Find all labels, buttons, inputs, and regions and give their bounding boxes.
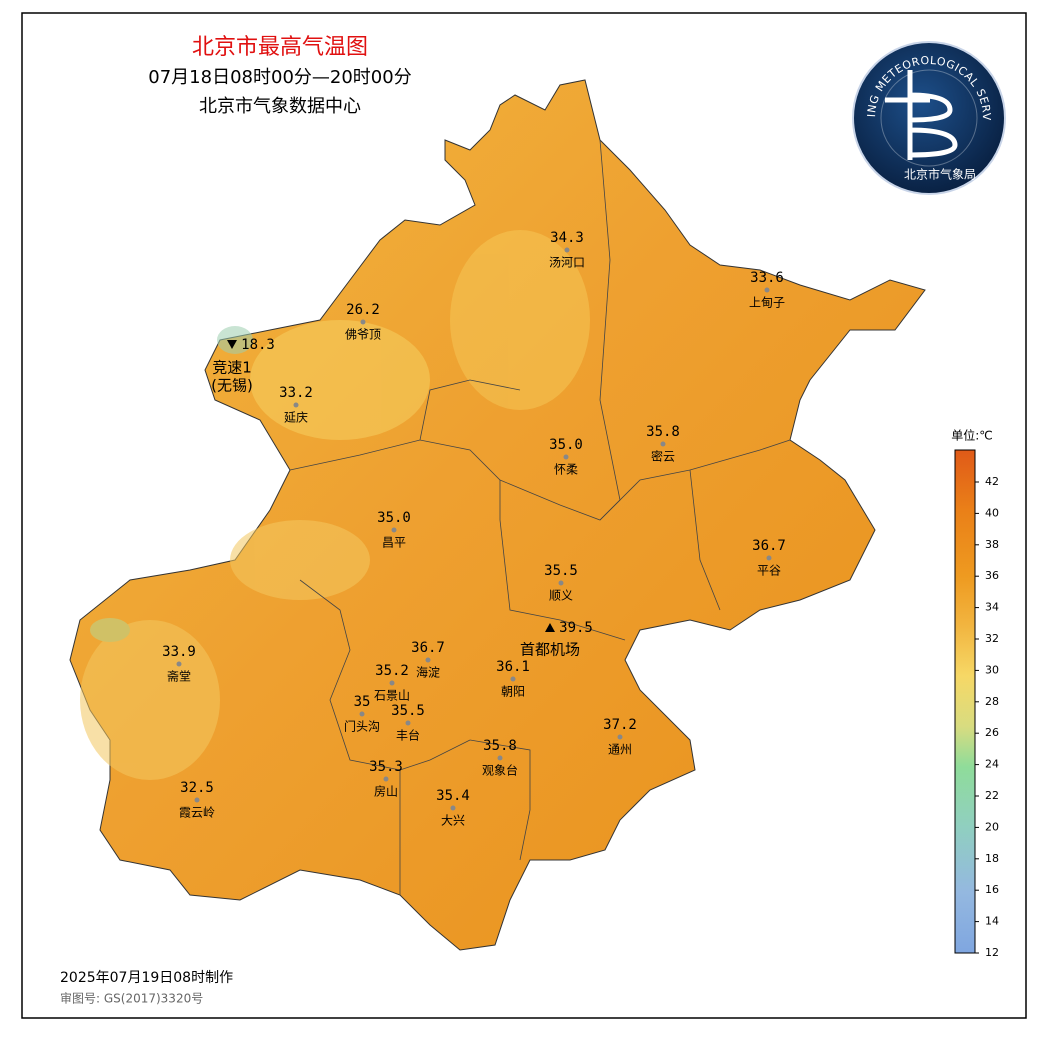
station-dot	[405, 720, 411, 726]
station-value: 36.1	[496, 659, 530, 675]
station-dot	[660, 441, 666, 447]
station-value: 35.4	[436, 788, 470, 804]
station-value: 33.9	[162, 644, 196, 660]
station-value: 36.7	[752, 538, 786, 554]
station-name: 密云	[651, 449, 675, 464]
color-bar	[954, 449, 976, 954]
legend-unit: 单位:℃	[951, 428, 993, 443]
station-value: 35.5	[544, 563, 578, 579]
station-dot	[766, 555, 772, 561]
station-marker	[227, 340, 237, 349]
station-value: 33.2	[279, 385, 313, 401]
temperature-shading	[80, 230, 590, 780]
station-name: 丰台	[396, 728, 420, 743]
region-shape	[69, 79, 926, 951]
station-dot	[293, 402, 299, 408]
station-name: 朝阳	[501, 685, 525, 699]
station-dot	[391, 527, 397, 533]
station-dot	[617, 734, 623, 740]
station-dot	[194, 797, 200, 803]
station-dot	[764, 287, 770, 293]
station-name: 房山	[374, 784, 398, 799]
legend-tick-label: 28	[985, 695, 999, 708]
station-value: 36.7	[411, 640, 445, 656]
station-value: 34.3	[550, 230, 584, 246]
station-name: 延庆	[284, 411, 308, 425]
legend-tick-label: 16	[985, 883, 999, 896]
station-dot	[425, 657, 431, 663]
station-dot	[389, 680, 395, 686]
station-name: 汤河口	[549, 256, 585, 270]
legend-tick-label: 22	[985, 789, 999, 802]
station-value: 18.3	[241, 337, 275, 353]
legend-tick-label: 40	[985, 506, 999, 519]
station-name: 通州	[608, 743, 632, 757]
logo-arc-path: BEIJING METEOROLOGICAL SERVICE	[0, 0, 992, 121]
legend-tick-label: 32	[985, 632, 999, 645]
district-borders	[289, 139, 791, 895]
station-dot	[563, 454, 569, 460]
station-dot	[176, 661, 182, 667]
station-value: 35	[354, 694, 371, 710]
legend-tick-label: 38	[985, 538, 999, 551]
station-value: 35.8	[483, 738, 517, 754]
footer-made: 2025年07月19日08时制作	[60, 970, 233, 986]
station-value: 39.5	[559, 620, 593, 636]
station-dot	[497, 755, 503, 761]
station-value: 35.0	[549, 437, 583, 453]
logo-name: 北京市气象局	[904, 167, 976, 182]
station-dot	[510, 676, 516, 682]
legend-tick-label: 18	[985, 852, 999, 865]
legend-tick-label: 26	[985, 726, 999, 739]
station-value: 35.8	[646, 424, 680, 440]
station-value: 26.2	[346, 302, 380, 318]
station-value: 35.3	[369, 759, 403, 775]
station-name: 海淀	[416, 665, 440, 680]
footer-approval: 审图号: GS(2017)3320号	[60, 991, 203, 1006]
station-name: 竞速1	[212, 359, 252, 377]
legend-tick-label: 12	[985, 946, 999, 959]
station-name: 霞云岭	[179, 806, 215, 820]
station-value: 37.2	[603, 717, 637, 733]
station-name: 观象台	[482, 763, 518, 778]
legend-tick-label: 20	[985, 820, 999, 833]
station-dot	[564, 247, 570, 253]
station-name: 顺义	[549, 589, 573, 603]
station-name: 昌平	[382, 536, 406, 550]
station-name: 大兴	[441, 814, 465, 828]
legend-tick-label: 36	[985, 569, 999, 582]
source: 北京市气象数据中心	[199, 96, 361, 117]
period: 07月18日08时00分—20时00分	[148, 67, 411, 88]
legend-tick-label: 34	[985, 601, 999, 614]
station-value: 35.2	[375, 663, 409, 679]
station-note: (无锡)	[211, 377, 253, 395]
station-dot	[383, 776, 389, 782]
legend-tick-label: 14	[985, 915, 999, 928]
station-name: 佛爷顶	[345, 328, 381, 342]
legend-tick-label: 42	[985, 475, 999, 488]
station-name: 首都机场	[520, 641, 580, 659]
station-value: 32.5	[180, 780, 214, 796]
station-dot	[558, 580, 564, 586]
station-marker	[545, 623, 555, 632]
station-value: 33.6	[750, 270, 784, 286]
station-name: 石景山	[374, 689, 410, 703]
station-name: 上甸子	[749, 296, 785, 310]
station-value: 35.0	[377, 510, 411, 526]
station-dot	[450, 805, 456, 811]
station-dot	[360, 319, 366, 325]
station-name: 怀柔	[554, 463, 578, 477]
legend-tick-label: 30	[985, 663, 999, 676]
station-dot	[359, 711, 365, 717]
station-name: 门头沟	[344, 719, 380, 734]
station-value: 35.5	[391, 703, 425, 719]
title: 北京市最高气温图	[192, 35, 368, 60]
station-name: 斋堂	[167, 669, 191, 684]
frame	[21, 12, 1027, 1019]
station-name: 平谷	[757, 564, 781, 578]
logo-arc-text: BEIJING METEOROLOGICAL SERVICE	[0, 0, 993, 121]
legend-tick-label: 24	[985, 758, 999, 771]
